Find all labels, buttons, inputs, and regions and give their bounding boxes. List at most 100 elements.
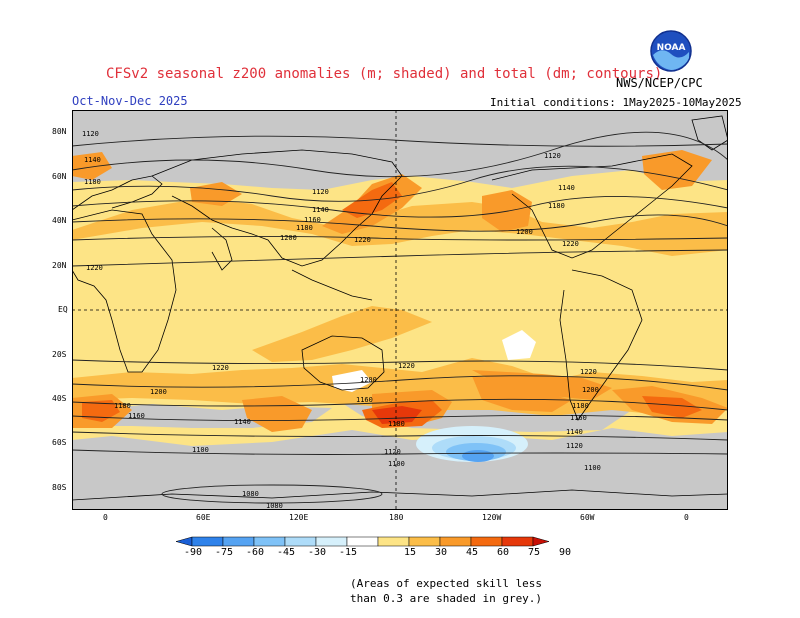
contour-label: 1100	[388, 460, 405, 468]
contour-label: 1120	[544, 152, 561, 160]
colorbar-box	[315, 536, 348, 547]
lat-label: EQ	[58, 305, 68, 314]
colorbar-tick-label: 15	[403, 547, 417, 558]
colorbar-box	[253, 536, 286, 547]
anomaly-map: 1120 1140 1180 1120 1140 1160 1180 1200 …	[72, 110, 728, 510]
agency-label: NWS/NCEP/CPC	[616, 76, 703, 90]
contour-label: 1120	[82, 130, 99, 138]
contour-label: 1120	[384, 448, 401, 456]
contour-label: 1180	[548, 202, 565, 210]
lat-label: 60N	[52, 172, 67, 181]
contour-label: 1220	[398, 362, 415, 370]
lat-label: 40N	[52, 216, 67, 225]
lat-label: 20N	[52, 261, 67, 270]
contour-label: 1220	[354, 236, 371, 244]
colorbar-tick-label: -45	[276, 547, 296, 558]
colorbar-box	[408, 536, 441, 547]
contour-label: 1160	[356, 396, 373, 404]
contour-label: 1140	[84, 156, 101, 164]
contour-label: 1200	[280, 234, 297, 242]
contour-label: 1200	[582, 386, 599, 394]
lat-label: 80N	[52, 127, 67, 136]
colorbar-tick-label: -30	[307, 547, 327, 558]
anomaly-neg-60	[462, 450, 494, 462]
colorbar-tick-label: 30	[434, 547, 448, 558]
contour-label: 1180	[388, 420, 405, 428]
season-label: Oct-Nov-Dec 2025	[72, 94, 188, 108]
contour-label: 1140	[312, 206, 329, 214]
colorbar-box	[501, 536, 534, 547]
skill-mask-south	[72, 428, 728, 510]
lon-label: 120W	[482, 513, 502, 522]
contour-labels: 1120 1140 1180 1120 1140 1160 1180 1200 …	[82, 130, 601, 510]
contour-label: 1080	[266, 502, 283, 510]
contour-label: 1180	[84, 178, 101, 186]
map-title: CFSv2 seasonal z200 anomalies (m; shaded…	[106, 66, 663, 82]
contour-label: 1180	[296, 224, 313, 232]
colorbar-arrow-high	[532, 536, 550, 547]
contour-label: 1100	[192, 446, 209, 454]
anomaly-near-zero-australia	[332, 370, 372, 392]
contour-label: 1220	[580, 368, 597, 376]
contour-label: 1220	[562, 240, 579, 248]
contour-label: 1220	[86, 264, 103, 272]
lon-label: 60E	[196, 513, 211, 522]
contour-label: 1180	[114, 402, 131, 410]
colorbar-box	[284, 536, 317, 547]
contour-label: 1120	[566, 442, 583, 450]
lon-label: 60W	[580, 513, 595, 522]
logo-text: NOAA	[657, 43, 686, 53]
contour-label: 1220	[212, 364, 229, 372]
lon-label: 0	[103, 513, 108, 522]
colorbar-arrow-low	[175, 536, 193, 547]
lon-label: 0	[684, 513, 689, 522]
contour-label: 1160	[304, 216, 321, 224]
contour-label: 1200	[360, 376, 377, 384]
height-contours	[72, 131, 728, 504]
contour-label: 1160	[570, 414, 587, 422]
anomaly-near-zero-pacific	[502, 330, 536, 360]
contour-label: 1100	[584, 464, 601, 472]
colorbar-box	[470, 536, 503, 547]
noaa-logo: NOAA	[650, 30, 692, 72]
coastlines	[72, 115, 728, 501]
colorbar-box	[377, 536, 410, 547]
skill-mask-north	[72, 110, 728, 190]
colorbar-tick-label: 45	[465, 547, 479, 558]
contour-label: 1080	[242, 490, 259, 498]
lat-label: 40S	[52, 394, 67, 403]
contour-label: 1200	[516, 228, 533, 236]
contour-label: 1180	[572, 402, 589, 410]
map-border	[72, 110, 728, 510]
contour-label: 1120	[312, 188, 329, 196]
lon-label: 180	[389, 513, 404, 522]
contour-label: 1140	[566, 428, 583, 436]
lat-label: 60S	[52, 438, 67, 447]
contour-label: 1140	[234, 418, 251, 426]
skill-note-line2: than 0.3 are shaded in grey.)	[350, 592, 543, 605]
colorbar-box	[222, 536, 255, 547]
colorbar-box	[439, 536, 472, 547]
contour-label: 1200	[150, 388, 167, 396]
initial-conditions-label: Initial conditions: 1May2025-10May2025	[490, 96, 742, 109]
colorbar-box	[191, 536, 224, 547]
colorbar-tick-label: 60	[496, 547, 510, 558]
colorbar-tick-label: -75	[214, 547, 234, 558]
contour-label: 1140	[558, 184, 575, 192]
anomaly-30-45-north	[72, 198, 728, 256]
anomaly-75-90-sp	[372, 406, 422, 424]
anomaly-30-45-tropical	[252, 306, 432, 362]
lon-label: 120E	[289, 513, 309, 522]
colorbar-tick-label: -60	[245, 547, 265, 558]
colorbar-tick-label: -15	[338, 547, 358, 558]
colorbar-tick-label: -90	[183, 547, 203, 558]
skill-note-line1: (Areas of expected skill less	[350, 577, 543, 590]
colorbar-tick-label: 75	[527, 547, 541, 558]
anomaly-45-60-canada	[642, 150, 712, 190]
lat-label: 20S	[52, 350, 67, 359]
contour-label: 1160	[128, 412, 145, 420]
anomaly-45-60-alaska	[72, 152, 112, 180]
colorbar-tick-label: 90	[558, 547, 572, 558]
anomaly-45-60-south-atlantic	[472, 370, 612, 400]
colorbar-box	[346, 536, 379, 547]
